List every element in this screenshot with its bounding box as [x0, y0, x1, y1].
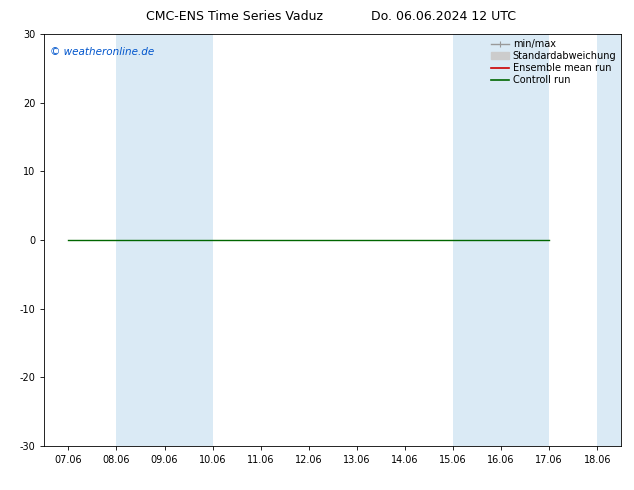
Bar [165, 34, 212, 446]
Bar [117, 34, 165, 446]
Bar [501, 34, 549, 446]
Bar [597, 34, 626, 446]
Text: © weatheronline.de: © weatheronline.de [50, 47, 155, 57]
Legend: min/max, Standardabweichung, Ensemble mean run, Controll run: min/max, Standardabweichung, Ensemble me… [489, 37, 618, 87]
Text: Do. 06.06.2024 12 UTC: Do. 06.06.2024 12 UTC [372, 10, 516, 23]
Bar [453, 34, 501, 446]
Text: CMC-ENS Time Series Vaduz: CMC-ENS Time Series Vaduz [146, 10, 323, 23]
